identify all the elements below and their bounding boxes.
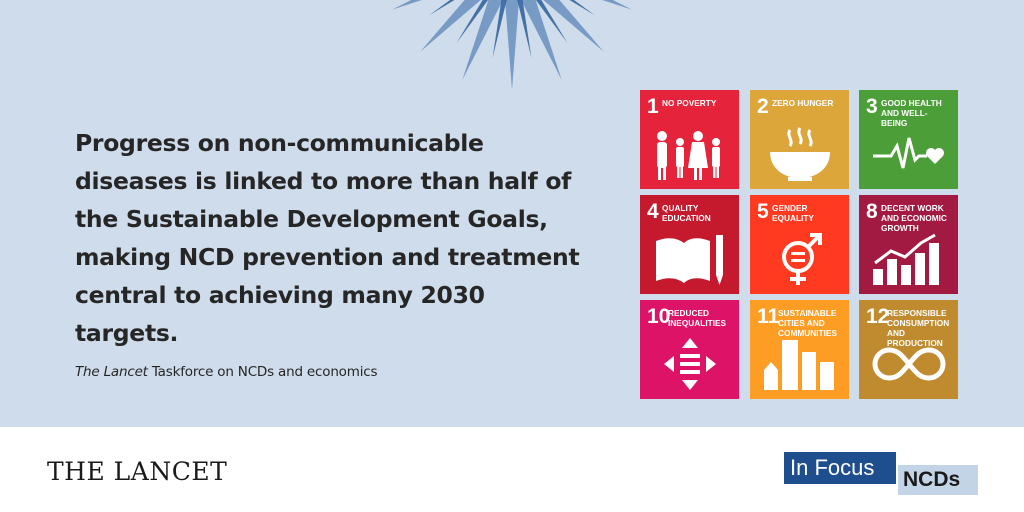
sunburst-ray (535, 0, 568, 44)
sdg-title: SUSTAINABLE CITIES AND COMMUNITIES (778, 308, 837, 338)
sdg-title: GOOD HEALTH AND WELL-BEING (881, 98, 942, 128)
footer: THE LANCET NCDs In Focus (0, 427, 1024, 512)
sdg-title: RESPONSIBLE CONSUMPTION AND PRODUCTION (887, 308, 950, 348)
sdg-title: ZERO HUNGER (772, 98, 834, 108)
sdg-tile: 4 QUALITY EDUCATION (640, 195, 739, 294)
sdg-title: GENDER EQUALITY (772, 203, 814, 223)
sunburst-ray (420, 0, 481, 52)
sunburst-ray (492, 0, 507, 59)
in-focus-topic: NCDs (898, 465, 978, 495)
sunburst-ray (517, 0, 532, 59)
sdg-tile: 3 GOOD HEALTH AND WELL-BEING (859, 90, 958, 189)
sdg-title: DECENT WORK AND ECONOMIC GROWTH (881, 203, 947, 233)
city-buildings-icon (764, 340, 834, 390)
sunburst-ray (543, 0, 604, 52)
book-pencil-icon (656, 235, 723, 285)
infinity-loop-icon (872, 347, 946, 381)
attribution-rest: Taskforce on NCDs and economics (147, 364, 378, 380)
heartbeat-icon (873, 137, 944, 169)
sdg-tile: 5 GENDER EQUALITY (750, 195, 849, 294)
sunburst-ray (456, 0, 489, 44)
sdg-tile: 11 SUSTAINABLE CITIES AND COMMUNITIES (750, 300, 849, 399)
sunburst-ray (505, 0, 519, 90)
sdg-number: 2 (757, 95, 769, 118)
bowl-icon (770, 127, 830, 181)
sdg-number: 1 (647, 95, 659, 118)
sdg-number: 5 (757, 200, 769, 223)
sdg-title: NO POVERTY (662, 98, 717, 108)
family-icon (657, 131, 720, 180)
sdg-number: 10 (647, 305, 671, 328)
in-focus-label: In Focus (784, 452, 896, 484)
sunburst-ray (521, 0, 562, 81)
gender-equality-icon (782, 233, 822, 285)
sdg-number: 4 (647, 200, 659, 223)
sdg-grid: 1 NO POVERTY 2 ZERO HUNGER 3 GOOD HEALTH AND … (640, 90, 958, 400)
sdg-tile: 1 NO POVERTY (640, 90, 739, 189)
sunburst-ray (462, 0, 503, 81)
quote-text: Progress on non-communicable diseases is… (75, 129, 580, 347)
sdg-number: 12 (866, 305, 890, 328)
sdg-title: QUALITY EDUCATION (662, 203, 711, 223)
sdg-tile: 12 RESPONSIBLE CONSUMPTION AND PRODUCTION (859, 300, 958, 399)
sunburst-ray (391, 0, 422, 10)
attribution-journal: The Lancet (75, 364, 148, 380)
growth-chart-icon (873, 233, 939, 285)
sdg-tile: 8 DECENT WORK AND ECONOMIC GROWTH (859, 195, 958, 294)
sdg-title: REDUCED INEQUALITIES (668, 308, 727, 328)
sunburst-ray (569, 0, 596, 16)
sunburst-ray (602, 0, 633, 10)
equals-arrows-icon (664, 338, 716, 390)
attribution: The Lancet Taskforce on NCDs and economi… (75, 364, 377, 380)
sunburst-ray (428, 0, 455, 16)
sdg-tile: 10 REDUCED INEQUALITIES (640, 300, 739, 399)
sdg-number: 11 (757, 305, 780, 328)
sdg-tile: 2 ZERO HUNGER (750, 90, 849, 189)
sdg-number: 3 (866, 95, 878, 118)
sdg-number: 8 (866, 200, 878, 223)
sunburst-decoration (391, 0, 633, 90)
content-panel: Progress on non-communicable diseases is… (0, 0, 1024, 427)
lancet-logo: THE LANCET (47, 457, 228, 486)
